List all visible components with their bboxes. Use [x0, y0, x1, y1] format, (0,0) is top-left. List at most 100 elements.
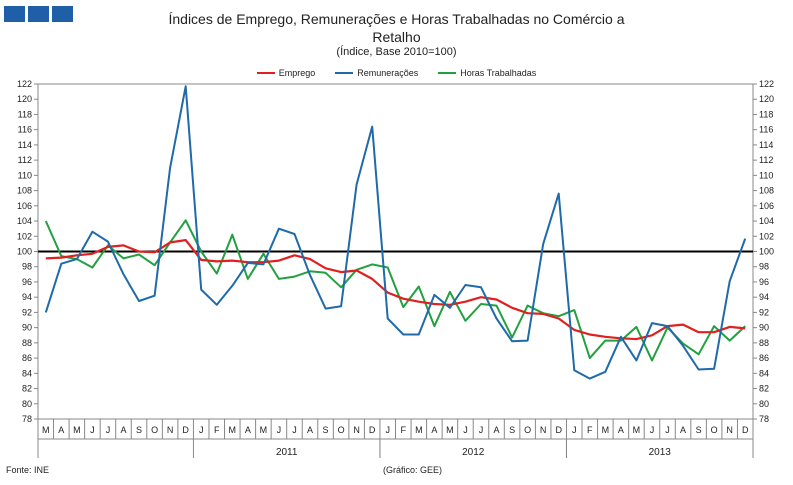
x-tick-label: M	[42, 425, 50, 435]
chart-title-line2: Retalho	[372, 29, 421, 45]
x-tick-label: A	[431, 425, 437, 435]
x-tick-label: N	[353, 425, 360, 435]
y-tick-label-right: 106	[759, 201, 774, 211]
legend-label-horas: Horas Trabalhadas	[460, 68, 537, 78]
y-tick-label-left: 88	[22, 338, 32, 348]
year-label: 2012	[462, 447, 485, 458]
y-tick-label-right: 116	[759, 125, 773, 135]
y-tick-label-left: 82	[22, 384, 32, 394]
y-tick-label-left: 122	[17, 79, 32, 89]
y-tick-label-right: 100	[759, 247, 774, 257]
x-tick-label: J	[385, 425, 390, 435]
x-tick-label: M	[260, 425, 268, 435]
y-tick-label-left: 80	[22, 399, 32, 409]
source-note: Fonte: INE	[6, 465, 50, 475]
x-tick-label: F	[401, 425, 407, 435]
y-tick-label-left: 118	[18, 109, 32, 119]
legend-item-horas: Horas Trabalhadas	[438, 68, 536, 78]
y-tick-label-left: 104	[17, 216, 32, 226]
legend-swatch-emprego	[256, 72, 275, 74]
chart-credit: (Gráfico: GEE)	[383, 465, 443, 475]
y-tick-label-right: 80	[759, 399, 769, 409]
year-label: 2011	[276, 447, 298, 458]
x-tick-label: D	[182, 425, 189, 435]
series-line-emprego	[45, 239, 746, 341]
y-tick-label-right: 78	[759, 414, 769, 424]
y-tick-label-right: 84	[759, 368, 769, 378]
x-tick-label: S	[323, 425, 329, 435]
x-tick-label: J	[277, 425, 282, 435]
x-tick-label: J	[665, 425, 670, 435]
y-tick-label-left: 92	[22, 307, 32, 317]
y-tick-label-right: 118	[759, 109, 773, 119]
legend-item-remuneracoes: Remunerações	[335, 68, 418, 78]
y-tick-label-right: 90	[759, 323, 769, 333]
x-tick-label: F	[587, 425, 593, 435]
logo-square-3	[52, 6, 73, 22]
x-tick-label: J	[463, 425, 468, 435]
x-tick-label: J	[106, 425, 111, 435]
x-tick-label: F	[214, 425, 220, 435]
chart-title-line1: Índices de Emprego, Remunerações e Horas…	[168, 11, 625, 27]
x-tick-label: D	[369, 425, 376, 435]
y-tick-label-right: 110	[759, 170, 773, 180]
x-tick-label: A	[245, 425, 251, 435]
y-tick-label-right: 88	[759, 338, 769, 348]
year-label: 2013	[649, 447, 672, 458]
x-tick-label: A	[494, 425, 500, 435]
x-tick-label: J	[292, 425, 297, 435]
y-tick-label-right: 114	[759, 140, 773, 150]
x-tick-label: M	[633, 425, 641, 435]
legend-swatch-remuneracoes	[335, 72, 354, 74]
x-tick-label: J	[650, 425, 655, 435]
x-tick-label: D	[555, 425, 562, 435]
y-tick-label-left: 96	[22, 277, 32, 287]
y-tick-label-left: 98	[22, 262, 32, 272]
y-tick-label-right: 86	[759, 353, 769, 363]
legend-label-emprego: Emprego	[278, 68, 316, 78]
y-tick-label-right: 104	[759, 216, 774, 226]
x-tick-label: A	[307, 425, 313, 435]
x-tick-label: J	[479, 425, 484, 435]
y-tick-label-left: 106	[17, 201, 32, 211]
x-tick-label: S	[696, 425, 702, 435]
legend-label-remuneracoes: Remunerações	[357, 68, 419, 78]
y-tick-label-left: 86	[22, 353, 32, 363]
x-tick-label: N	[540, 425, 547, 435]
x-tick-label: N	[726, 425, 733, 435]
logo-square-1	[4, 6, 25, 22]
y-tick-label-right: 98	[759, 262, 769, 272]
y-tick-label-left: 116	[18, 125, 32, 135]
x-tick-label: A	[618, 425, 624, 435]
chart-subtitle: (Índice, Base 2010=100)	[336, 46, 457, 58]
x-tick-label: S	[509, 425, 515, 435]
x-tick-label: O	[711, 425, 718, 435]
x-tick-label: S	[136, 425, 142, 435]
logo-square-2	[28, 6, 49, 22]
x-tick-label: A	[120, 425, 126, 435]
legend-item-emprego: Emprego	[256, 68, 316, 78]
y-tick-label-right: 82	[759, 384, 769, 394]
series-line-horas-trabalhadas	[44, 219, 746, 362]
x-tick-label: M	[602, 425, 610, 435]
y-tick-label-left: 84	[22, 368, 32, 378]
chart-legend: Emprego Remunerações Horas Trabalhadas	[0, 68, 793, 78]
y-tick-label-left: 108	[17, 186, 32, 196]
x-tick-label: O	[151, 425, 158, 435]
x-tick-label: M	[446, 425, 454, 435]
y-tick-label-left: 114	[18, 140, 32, 150]
x-tick-label: M	[73, 425, 81, 435]
y-tick-label-right: 96	[759, 277, 769, 287]
y-tick-label-right: 120	[759, 94, 774, 104]
x-tick-label: O	[524, 425, 531, 435]
y-tick-label-left: 94	[22, 292, 32, 302]
x-tick-label: J	[90, 425, 95, 435]
x-tick-label: J	[199, 425, 204, 435]
x-tick-label: N	[167, 425, 174, 435]
x-tick-label: O	[338, 425, 345, 435]
y-tick-label-right: 94	[759, 292, 769, 302]
y-tick-label-left: 78	[22, 414, 32, 424]
series-line-remunerações	[44, 85, 747, 380]
x-tick-label: J	[572, 425, 577, 435]
